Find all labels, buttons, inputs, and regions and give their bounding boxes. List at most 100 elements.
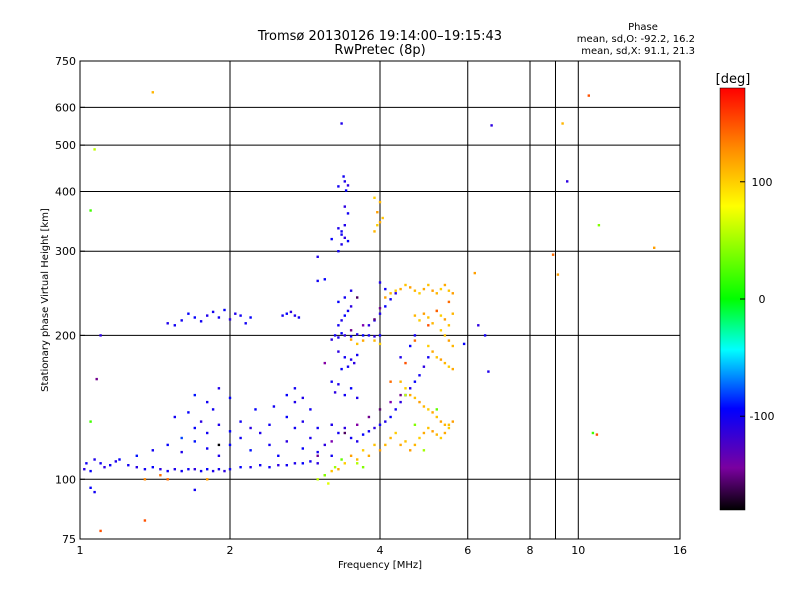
data-point xyxy=(349,358,353,361)
data-point xyxy=(330,440,333,443)
data-point xyxy=(93,148,96,151)
data-point xyxy=(356,353,359,357)
data-point xyxy=(373,339,376,342)
data-point xyxy=(343,356,346,359)
data-point xyxy=(443,431,447,435)
data-point xyxy=(376,224,379,227)
data-point xyxy=(373,335,376,338)
data-point xyxy=(384,420,387,423)
data-point xyxy=(211,408,215,411)
data-point xyxy=(316,450,319,454)
annotation-line-x: mean, sd,X: 91.1, 21.3 xyxy=(581,46,695,57)
data-point xyxy=(427,408,430,411)
data-point xyxy=(301,396,304,400)
data-point xyxy=(217,443,221,447)
data-point xyxy=(356,296,359,299)
data-point xyxy=(473,271,476,275)
data-point xyxy=(309,436,312,440)
data-point xyxy=(340,367,343,371)
data-point xyxy=(447,339,451,342)
data-point xyxy=(173,324,176,327)
data-point xyxy=(346,365,350,368)
data-point xyxy=(281,314,284,317)
data-point xyxy=(193,393,196,397)
data-point xyxy=(431,411,434,414)
data-point xyxy=(399,400,402,404)
y-tick-label: 500 xyxy=(55,139,76,152)
data-point xyxy=(340,332,343,335)
y-tick-label: 600 xyxy=(55,101,76,114)
data-point xyxy=(173,415,176,419)
data-point xyxy=(447,426,451,430)
data-point xyxy=(435,415,438,419)
data-point xyxy=(427,356,430,359)
data-point xyxy=(293,426,297,430)
data-point xyxy=(330,237,333,241)
data-point xyxy=(343,393,346,397)
data-point xyxy=(159,468,162,471)
data-point xyxy=(166,443,169,447)
data-point xyxy=(443,283,447,287)
data-point xyxy=(166,469,169,473)
data-point xyxy=(389,380,392,383)
data-point xyxy=(418,436,421,440)
x-tick-label: 6 xyxy=(464,544,471,557)
data-points xyxy=(83,91,656,533)
data-point xyxy=(316,255,319,258)
y-axis-label: Stationary phase Virtual Height [km] xyxy=(40,208,51,392)
data-point xyxy=(277,464,280,467)
data-point xyxy=(431,289,434,292)
data-point xyxy=(143,468,147,471)
data-point xyxy=(323,474,326,477)
data-point xyxy=(551,253,555,256)
data-point xyxy=(143,478,147,481)
data-point xyxy=(389,292,392,295)
data-point xyxy=(427,324,430,327)
data-point xyxy=(337,324,340,327)
data-point xyxy=(427,316,430,319)
data-point xyxy=(349,305,353,308)
data-point xyxy=(239,314,242,317)
data-point xyxy=(309,460,312,463)
data-point xyxy=(349,289,353,292)
data-point xyxy=(399,356,402,359)
data-point xyxy=(228,468,232,471)
data-point xyxy=(211,469,215,473)
data-point xyxy=(653,246,656,249)
data-point xyxy=(337,350,340,353)
data-point xyxy=(337,250,340,253)
data-point xyxy=(439,420,443,423)
data-point xyxy=(343,180,346,183)
data-point xyxy=(223,469,226,473)
data-point xyxy=(151,91,154,94)
data-point xyxy=(217,468,221,471)
data-point xyxy=(399,287,402,291)
data-point xyxy=(337,468,340,471)
data-point xyxy=(413,314,417,317)
data-point xyxy=(349,335,353,338)
data-point xyxy=(447,365,451,368)
data-point xyxy=(343,426,346,430)
data-point xyxy=(180,436,183,440)
data-point xyxy=(180,319,183,322)
data-point xyxy=(301,447,304,450)
data-point xyxy=(451,312,454,315)
data-point xyxy=(289,310,293,314)
data-point xyxy=(342,175,345,178)
data-point xyxy=(413,443,417,447)
data-point xyxy=(404,440,407,443)
data-point xyxy=(199,469,203,473)
data-point xyxy=(378,334,382,337)
data-point xyxy=(330,380,333,383)
data-point xyxy=(349,454,353,457)
data-point xyxy=(166,322,169,325)
data-point xyxy=(337,185,340,188)
data-point xyxy=(316,426,319,430)
data-point xyxy=(349,387,353,390)
data-point xyxy=(439,329,443,332)
data-point xyxy=(323,278,326,281)
data-point xyxy=(422,365,426,368)
data-point xyxy=(259,431,262,435)
data-point xyxy=(293,314,297,317)
data-point xyxy=(367,415,371,419)
